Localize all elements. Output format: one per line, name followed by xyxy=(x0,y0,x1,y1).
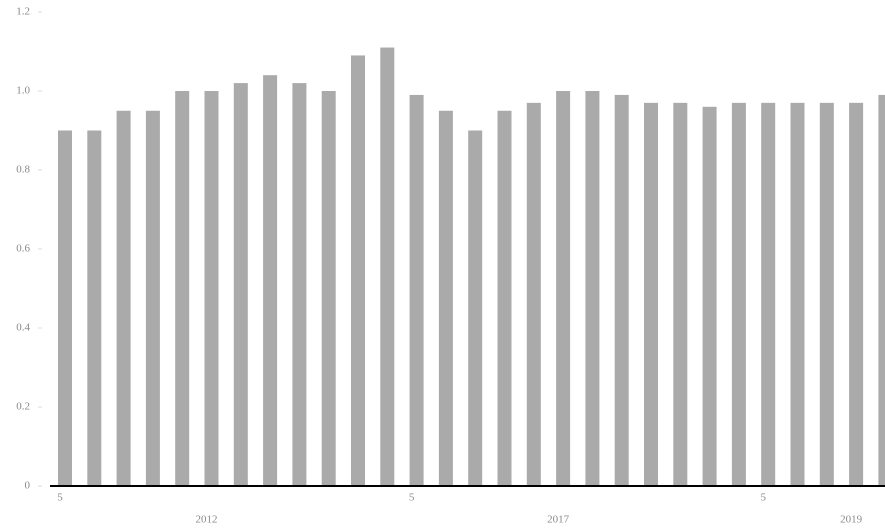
bar xyxy=(878,94,885,486)
bar xyxy=(526,102,541,486)
bar xyxy=(351,55,365,486)
bar xyxy=(614,94,629,486)
bar xyxy=(644,102,658,486)
y-tick-label: 0.8 xyxy=(16,164,30,176)
x-tick-label: 5 xyxy=(57,492,63,504)
y-tick-label: 0.2 xyxy=(16,401,30,413)
bar xyxy=(673,102,688,486)
bar xyxy=(585,91,600,486)
bar xyxy=(292,83,307,486)
bar xyxy=(556,91,571,486)
bar xyxy=(790,102,805,486)
bar xyxy=(204,91,219,486)
bar xyxy=(380,47,395,487)
bar xyxy=(321,91,336,486)
bar xyxy=(497,110,512,486)
x-tick-label: 2019 xyxy=(840,514,863,526)
bar xyxy=(87,130,102,486)
y-tick-label: 0.6 xyxy=(16,243,30,255)
x-tick-label: 2017 xyxy=(547,514,570,526)
bar xyxy=(145,110,160,486)
y-tick-label: 1.2 xyxy=(16,6,30,18)
bar xyxy=(175,91,190,486)
bar xyxy=(233,83,248,486)
x-tick-label: 5 xyxy=(760,492,766,504)
bar xyxy=(116,110,131,486)
y-tick-label: 1.0 xyxy=(16,85,30,97)
bar xyxy=(761,102,776,486)
bar xyxy=(702,106,717,487)
bar xyxy=(438,110,453,486)
x-tick-label: 5 xyxy=(409,492,415,504)
bar xyxy=(58,130,72,486)
bar xyxy=(468,130,483,486)
bar xyxy=(819,102,834,486)
y-tick-label: 0.4 xyxy=(16,322,30,334)
x-tick-label: 2012 xyxy=(196,514,218,526)
bar xyxy=(263,75,278,486)
bar xyxy=(731,102,746,486)
y-tick-label: 0 xyxy=(25,480,31,492)
bar xyxy=(409,94,424,486)
bar xyxy=(849,102,864,486)
